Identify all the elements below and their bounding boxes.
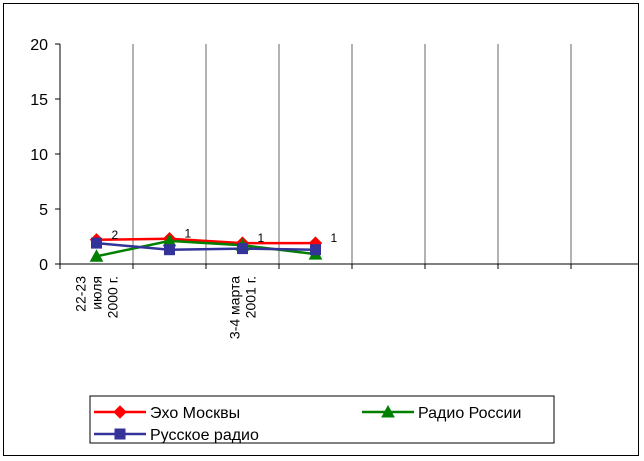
legend-swatch-marker: [381, 404, 395, 418]
data-point: [237, 243, 248, 255]
x-category-label: 3-4 марта: [227, 276, 243, 339]
series-markers: [89, 231, 323, 262]
legend-label: Радио России: [418, 405, 521, 422]
x-category-label: 22-23: [73, 276, 89, 312]
legend-swatch-marker: [114, 428, 126, 440]
legend-label: Эхо Москвы: [150, 405, 240, 422]
x-category-label: июля: [89, 276, 105, 310]
x-category-labels: 22-23 июля 2000 г. 3-4 марта 2001 г.: [73, 276, 259, 339]
y-tick-label: 15: [30, 92, 48, 109]
line-chart: 0 5 10 15 20 22-23 июля 2000 г. 3-4 марта 2001 г…: [30, 37, 644, 444]
x-category-label: 2001 г.: [243, 276, 259, 318]
y-tick-label: 10: [30, 147, 48, 164]
data-label: 2: [112, 228, 119, 242]
axes: [55, 43, 644, 269]
data-point: [310, 244, 321, 256]
data-label: 1: [331, 231, 338, 245]
data-label: 1: [258, 231, 265, 245]
x-category-label: 2000 г.: [105, 276, 121, 318]
series-line-3: [96, 241, 316, 251]
data-point: [91, 237, 102, 249]
legend-label: Русское радио: [150, 427, 259, 444]
series-line-1: [96, 237, 316, 245]
y-tick-labels: 0 5 10 15 20: [30, 37, 48, 274]
legend-swatch-marker: [113, 405, 127, 419]
y-tick-label: 20: [30, 37, 48, 54]
chart-frame: 0 5 10 15 20 22-23 июля 2000 г. 3-4 марта 2001 г…: [3, 3, 644, 456]
legend: Эхо Москвы Радио России Русское радио: [89, 395, 555, 444]
data-labels: 2 1 1 1: [112, 227, 338, 245]
y-tick-label: 0: [39, 257, 48, 274]
data-point: [89, 249, 104, 262]
series-lines: [96, 237, 316, 258]
data-point: [164, 244, 175, 256]
y-tick-label: 5: [39, 202, 48, 219]
gridlines: [132, 44, 644, 264]
legend-box: [89, 395, 555, 444]
data-label: 1: [185, 227, 192, 241]
